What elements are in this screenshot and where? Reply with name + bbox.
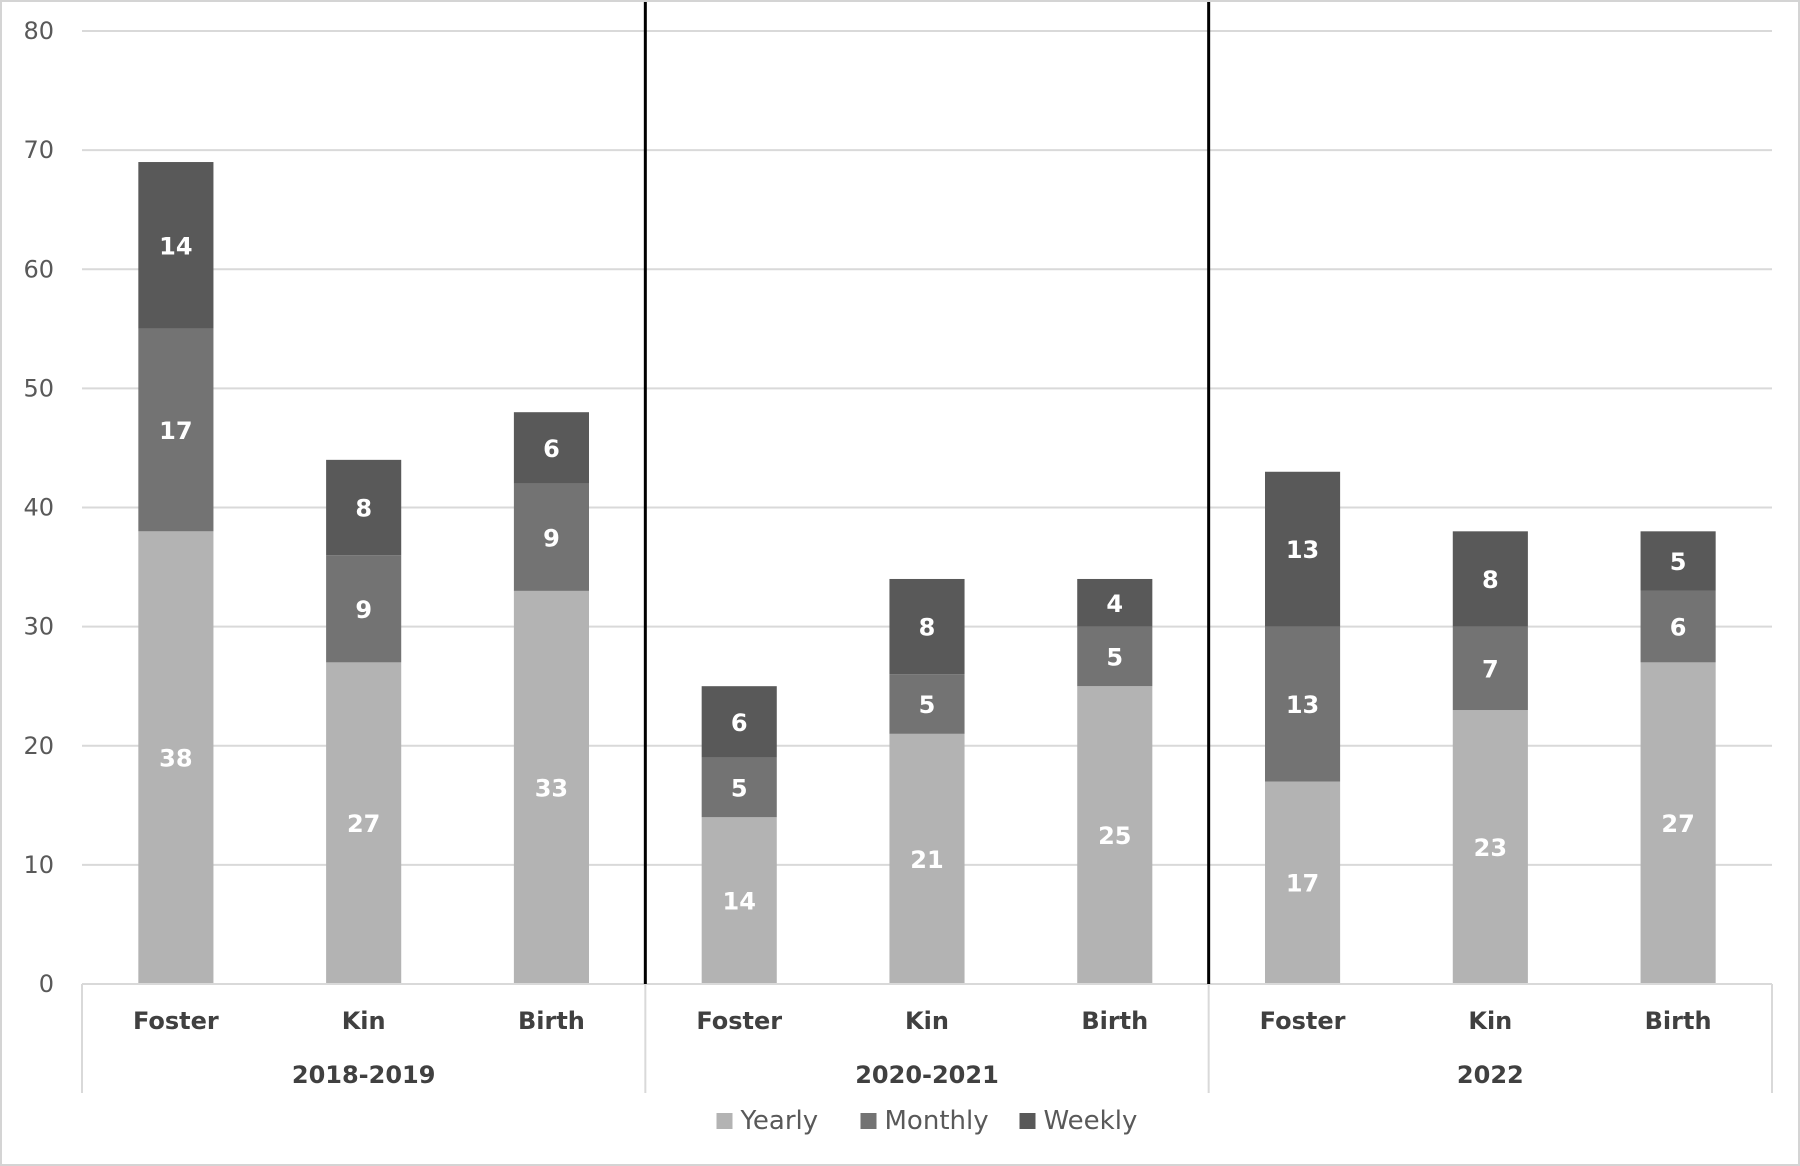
- data-label: 7: [1482, 655, 1499, 683]
- data-label: 38: [159, 745, 192, 773]
- data-labels: 38 17 14 27 9 8 33 9 6 14 5 6 21 5 8 25 5 4 17 13 13 23 7 8 27 6 5: [159, 232, 1695, 915]
- category-label: Foster: [696, 1007, 782, 1035]
- data-label: 13: [1286, 536, 1319, 564]
- category-label: Birth: [518, 1007, 585, 1035]
- data-label: 23: [1474, 834, 1507, 862]
- bar-segment-yearly: [1077, 686, 1153, 984]
- bar-segment-yearly: [513, 590, 589, 984]
- legend-label-yearly: Yearly: [740, 1106, 819, 1136]
- data-label: 13: [1286, 691, 1319, 719]
- legend: Yearly Monthly Weekly: [716, 1106, 1138, 1136]
- data-label: 8: [1482, 566, 1499, 594]
- legend-swatch-yearly: [716, 1113, 733, 1129]
- group-label: 2020-2021: [855, 1061, 999, 1089]
- bar-segment-yearly: [889, 733, 965, 984]
- y-tick-label: 20: [23, 732, 54, 760]
- data-label: 6: [543, 435, 560, 463]
- bar-segment-monthly: [1077, 626, 1153, 687]
- bars: [138, 162, 1716, 984]
- data-label: 33: [535, 774, 568, 802]
- data-label: 14: [723, 888, 756, 916]
- bar-segment-yearly: [1265, 781, 1341, 984]
- bar-segment-yearly: [701, 817, 777, 984]
- category-label: Foster: [133, 1007, 219, 1035]
- bar-segment-monthly: [513, 483, 589, 591]
- bar-segment-weekly: [1640, 531, 1716, 591]
- bar-segment-weekly: [1265, 471, 1341, 627]
- data-label: 21: [910, 846, 943, 874]
- bar-segment-weekly: [1077, 578, 1153, 627]
- bar-segment-weekly: [701, 686, 777, 758]
- data-label: 27: [347, 810, 380, 838]
- data-label: 25: [1098, 822, 1131, 850]
- data-label: 8: [919, 614, 936, 642]
- data-label: 6: [1670, 614, 1687, 642]
- group-label: 2022: [1457, 1061, 1524, 1089]
- bar-segment-weekly: [326, 459, 402, 556]
- bar-segment-weekly: [138, 162, 214, 329]
- legend-label-monthly: Monthly: [885, 1106, 989, 1136]
- data-label: 9: [543, 524, 560, 552]
- bar-segment-weekly: [513, 412, 589, 484]
- data-label: 17: [1286, 870, 1319, 898]
- bar-segment-monthly: [701, 757, 777, 818]
- bar-segment-weekly: [889, 578, 965, 675]
- legend-swatch-monthly: [860, 1113, 877, 1129]
- y-axis: 0 10 20 30 40 50 60 70 80: [23, 17, 54, 998]
- legend-label-weekly: Weekly: [1044, 1106, 1138, 1136]
- data-label: 8: [355, 495, 372, 523]
- data-label: 5: [731, 774, 748, 802]
- y-tick-label: 80: [23, 17, 54, 45]
- y-tick-label: 40: [23, 494, 54, 522]
- category-label: Birth: [1645, 1007, 1712, 1035]
- bar-segment-monthly: [1640, 590, 1716, 663]
- data-label: 4: [1106, 590, 1123, 618]
- y-tick-label: 70: [23, 136, 54, 164]
- category-label: Foster: [1260, 1007, 1346, 1035]
- data-label: 6: [731, 709, 748, 737]
- bar-segment-yearly: [326, 662, 402, 984]
- bar-segment-monthly: [1452, 626, 1528, 711]
- x-axis: Foster Kin Birth Foster Kin Birth Foster Kin Bir…: [81, 2, 1773, 1093]
- data-label: 14: [159, 232, 192, 260]
- data-label: 27: [1661, 810, 1694, 838]
- bar-segment-yearly: [1452, 710, 1528, 984]
- category-label: Kin: [1468, 1007, 1512, 1035]
- data-label: 9: [355, 596, 372, 624]
- bar-segment-monthly: [326, 555, 402, 663]
- data-label: 5: [1106, 643, 1123, 671]
- data-label: 5: [919, 691, 936, 719]
- y-tick-label: 30: [23, 613, 54, 641]
- y-tick-label: 10: [23, 851, 54, 879]
- data-label: 5: [1670, 548, 1687, 576]
- y-tick-label: 60: [23, 255, 54, 283]
- data-label: 17: [159, 417, 192, 445]
- bar-segment-yearly: [1640, 662, 1716, 984]
- bar-segment-yearly: [138, 531, 214, 984]
- group-label: 2018-2019: [292, 1061, 436, 1089]
- category-label: Birth: [1081, 1007, 1148, 1035]
- category-label: Kin: [905, 1007, 949, 1035]
- y-tick-label: 0: [39, 970, 54, 998]
- legend-swatch-weekly: [1019, 1113, 1036, 1129]
- y-tick-label: 50: [23, 374, 54, 402]
- bar-segment-weekly: [1452, 531, 1528, 627]
- category-label: Kin: [342, 1007, 386, 1035]
- bar-segment-monthly: [138, 328, 214, 532]
- bar-segment-monthly: [889, 674, 965, 734]
- bar-segment-monthly: [1265, 626, 1341, 782]
